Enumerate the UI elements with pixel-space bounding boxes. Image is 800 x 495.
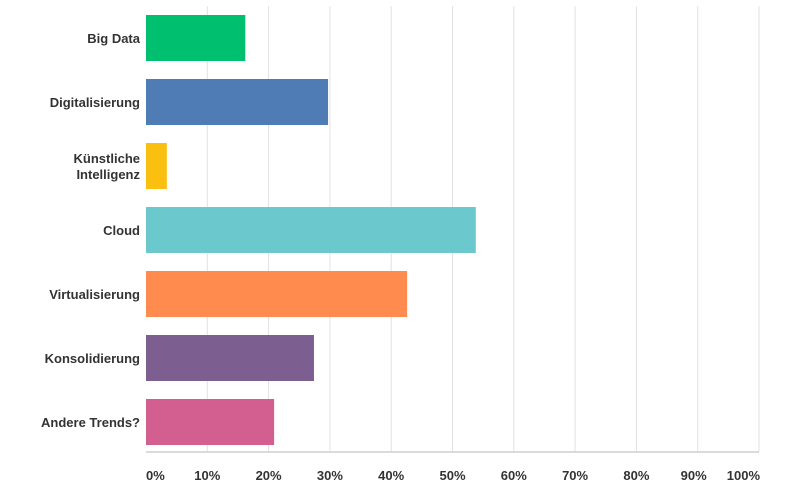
x-tick-label: 30%: [317, 468, 343, 483]
x-tick-label: 10%: [194, 468, 220, 483]
x-tick-label: 80%: [623, 468, 649, 483]
category-labels: Big Data Digitalisierung Künstliche Intelli…: [41, 31, 141, 430]
category-label: Künstliche Intelligenz: [74, 151, 141, 182]
x-tick-label: 60%: [501, 468, 527, 483]
bars: [146, 15, 476, 445]
x-tick-label: 40%: [378, 468, 404, 483]
bar: [146, 143, 167, 189]
x-tick-label: 70%: [562, 468, 588, 483]
category-label: Big Data: [87, 31, 141, 46]
bar: [146, 399, 275, 445]
x-tick-labels: 0% 10% 20% 30% 40% 50% 60% 70% 80% 90% 100%: [146, 468, 760, 483]
x-tick-label: 100%: [727, 468, 761, 483]
x-tick-label: 50%: [439, 468, 465, 483]
category-label: Digitalisierung: [50, 95, 140, 110]
category-label: Andere Trends?: [41, 415, 140, 430]
category-label: Cloud: [103, 223, 140, 238]
x-tick-label: 20%: [256, 468, 282, 483]
bar: [146, 79, 329, 125]
category-label: Konsolidierung: [45, 351, 140, 366]
category-label: Virtualisierung: [49, 287, 140, 302]
bar: [146, 335, 314, 381]
bar: [146, 207, 476, 253]
bar: [146, 15, 246, 61]
x-tick-label: 90%: [681, 468, 707, 483]
bar: [146, 271, 408, 317]
x-tick-label: 0%: [146, 468, 165, 483]
